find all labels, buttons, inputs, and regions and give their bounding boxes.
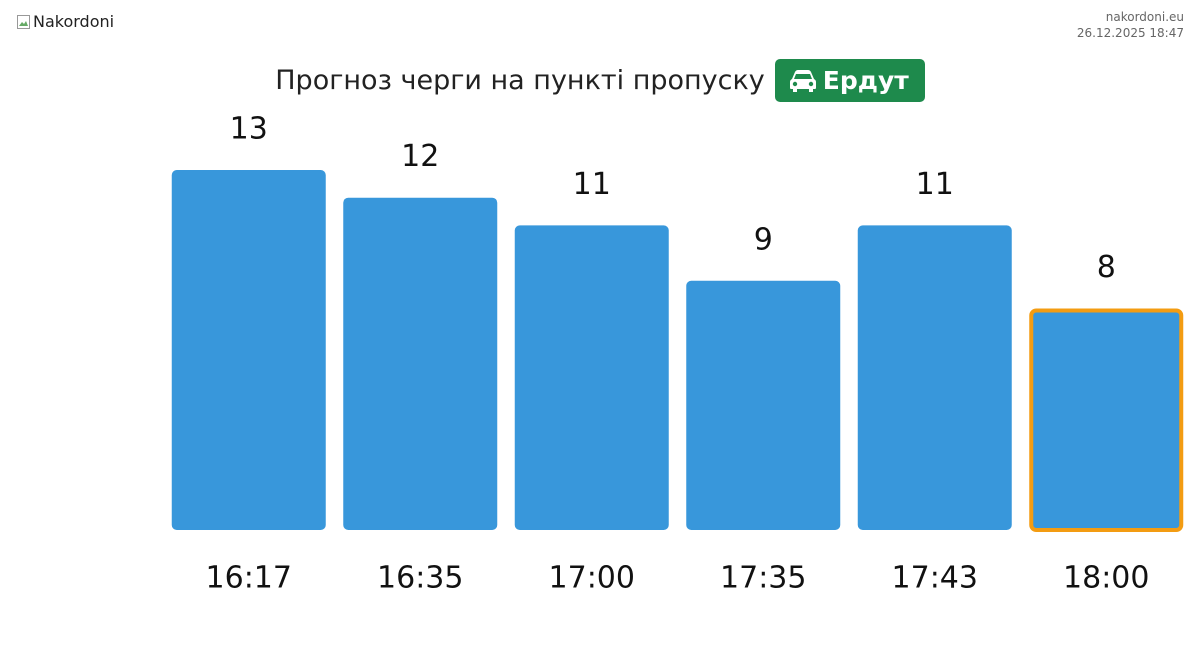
x-tick-label: 17:43 [892, 561, 978, 596]
value-label: 11 [573, 167, 611, 202]
car-icon [789, 69, 816, 92]
timestamp: 26.12.2025 18:47 [1076, 26, 1184, 40]
bar [343, 197, 498, 530]
meta: nakordoni.eu 26.12.2025 18:47 [1077, 9, 1184, 41]
bar [857, 225, 1012, 530]
broken-image-icon [17, 14, 30, 29]
bar [171, 170, 326, 530]
chart-title: Прогноз черги на пункті пропуску [275, 65, 765, 96]
value-label: 9 [754, 222, 773, 257]
x-tick-label: 17:00 [549, 561, 635, 596]
site: nakordoni.eu [1105, 10, 1184, 24]
x-tick-label: 18:00 [1063, 561, 1149, 596]
logo[interactable]: Nakordoni [16, 12, 114, 31]
bar [686, 280, 841, 530]
value-label: 13 [230, 112, 268, 147]
bar [1029, 308, 1184, 533]
x-tick-label: 16:17 [206, 561, 292, 596]
checkpoint-name: Ердут [822, 66, 909, 95]
x-tick-label: 16:35 [377, 561, 463, 596]
value-label: 12 [401, 139, 439, 174]
value-label: 11 [916, 167, 954, 202]
x-tick-label: 17:35 [720, 561, 806, 596]
chart-header: Прогноз черги на пункті пропуску Ердут [0, 59, 1200, 102]
value-label: 8 [1097, 250, 1116, 285]
bar [514, 225, 669, 530]
logo-alt: Nakordoni [33, 12, 115, 31]
checkpoint-badge[interactable]: Ердут [774, 59, 925, 102]
